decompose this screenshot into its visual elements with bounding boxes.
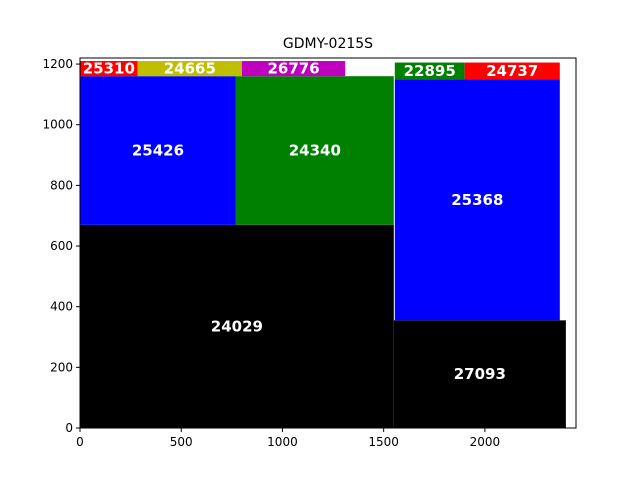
treemap-rect-24029 [80, 224, 394, 428]
y-tick-label: 1000 [42, 118, 73, 132]
y-tick-label: 0 [65, 421, 73, 435]
y-tick-label: 800 [50, 178, 73, 192]
rects-layer [80, 61, 566, 428]
rect-label-24665: 24665 [164, 60, 216, 78]
labels-layer: 24029 27093 25426 24340 25368 25310 24665 26776… [83, 60, 539, 384]
rect-label-24029: 24029 [211, 317, 263, 335]
rect-label-25426: 25426 [132, 142, 184, 160]
rect-label-25368: 25368 [451, 191, 503, 209]
rect-label-25310: 25310 [83, 60, 135, 78]
rect-label-26776: 26776 [267, 60, 319, 78]
treemap-rect-25426 [80, 76, 236, 225]
treemap-rect-22895 [394, 62, 465, 80]
treemap-rect-24340 [235, 76, 394, 225]
x-tick-label: 0 [76, 435, 84, 449]
x-tick-label: 500 [170, 435, 193, 449]
treemap-rect-27093 [393, 320, 566, 428]
x-tick-label: 1500 [368, 435, 399, 449]
rect-label-27093: 27093 [454, 365, 506, 383]
x-tick-label: 2000 [470, 435, 501, 449]
plot-frame [79, 57, 577, 429]
treemap-rect-24737 [464, 62, 560, 80]
treemap-rect-25368 [394, 79, 560, 321]
x-axis: 0 500 1000 1500 2000 [76, 428, 500, 449]
rect-label-24340: 24340 [289, 142, 341, 160]
rect-label-24737: 24737 [486, 62, 538, 80]
x-tick-label: 1000 [267, 435, 298, 449]
y-tick-label: 1200 [42, 57, 73, 71]
treemap-rect-25310 [80, 61, 138, 77]
chart-title: GDMY-0215S [283, 36, 373, 52]
y-tick-label: 400 [50, 300, 73, 314]
y-tick-label: 600 [50, 239, 73, 253]
rect-label-22895: 22895 [404, 62, 456, 80]
y-axis: 0 200 400 600 800 1000 1200 [42, 57, 80, 435]
treemap-rect-26776 [241, 61, 346, 77]
treemap-rect-24665 [137, 61, 242, 77]
y-tick-label: 200 [50, 360, 73, 374]
